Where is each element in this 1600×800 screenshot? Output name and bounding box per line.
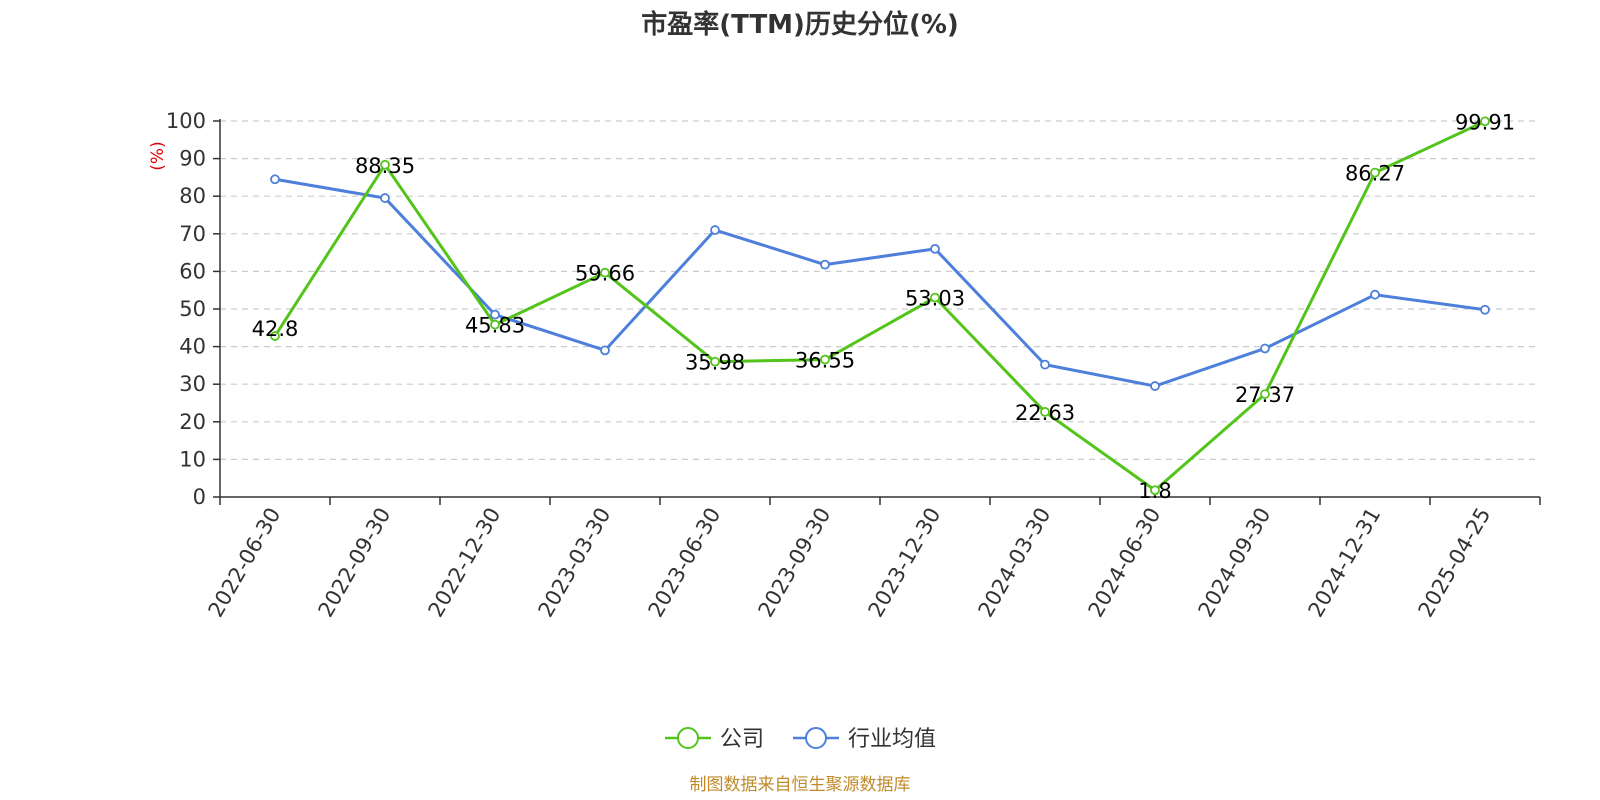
- x-tick-labels: 2022-06-30 2022-09-30 2022-12-30 2023-03-30…: [204, 504, 1496, 622]
- y-tick-label: 70: [179, 222, 206, 246]
- y-tick-label: 50: [179, 297, 206, 321]
- x-tick-label: 2023-03-30: [534, 504, 616, 622]
- gridlines: [220, 120, 1540, 460]
- data-label: 22.63: [1015, 401, 1075, 425]
- data-point: [600, 345, 610, 356]
- y-tick-label: 40: [179, 335, 206, 359]
- x-tick-label: 2024-12-31: [1304, 504, 1386, 622]
- x-tick-label: 2022-09-30: [314, 504, 396, 622]
- legend-item-1[interactable]: 行业均值: [793, 727, 936, 752]
- y-tick-label: 60: [179, 259, 206, 283]
- data-point: [270, 174, 280, 185]
- data-label: 42.8: [252, 317, 299, 341]
- data-point: [380, 159, 390, 170]
- legend-label: 行业均值: [848, 727, 936, 752]
- axes: [213, 119, 1541, 505]
- y-tick-label: 80: [179, 184, 206, 208]
- x-tick-label: 2024-06-30: [1084, 504, 1166, 622]
- data-label: 88.35: [355, 154, 415, 178]
- y-axis-label: (%): [148, 141, 168, 170]
- data-point: [1370, 289, 1380, 300]
- x-tick-label: 2024-09-30: [1194, 504, 1276, 622]
- legend-marker-icon: [805, 727, 827, 749]
- source-note: 制图数据来自恒生聚源数据库: [690, 775, 911, 795]
- y-tick-label: 10: [179, 447, 206, 471]
- data-point: [820, 259, 830, 270]
- data-label: 99.91: [1455, 110, 1515, 134]
- x-tick-label: 2022-06-30: [204, 504, 286, 622]
- data-label: 45.83: [465, 314, 525, 338]
- legend-label: 公司: [720, 727, 764, 752]
- y-tick-label: 20: [179, 410, 206, 434]
- y-tick-label: 30: [179, 372, 206, 396]
- data-label: 1.8: [1138, 479, 1171, 503]
- data-point: [380, 193, 390, 203]
- legend-item-0[interactable]: 公司: [665, 727, 764, 752]
- data-point: [710, 225, 720, 235]
- data-point: [1040, 407, 1050, 417]
- series-layer: [270, 116, 1490, 496]
- x-tick-label: 2024-03-30: [974, 504, 1056, 622]
- data-labels: 42.8 88.35 45.83 59.66 35.98 36.55 53.03 22.63 1…: [252, 110, 1515, 503]
- legend[interactable]: 公司 行业均值: [665, 727, 936, 752]
- legend-marker-icon: [677, 727, 699, 749]
- x-tick-label: 2025-04-25: [1414, 504, 1496, 622]
- y-tick-label: 0: [193, 485, 206, 509]
- data-point: [1370, 167, 1380, 178]
- data-point: [270, 331, 280, 341]
- data-point: [490, 319, 500, 330]
- data-point: [710, 356, 720, 367]
- data-label: 86.27: [1345, 162, 1405, 186]
- data-point: [1260, 343, 1270, 354]
- data-label: 27.37: [1235, 383, 1295, 407]
- data-point: [820, 354, 830, 365]
- data-label: 53.03: [905, 287, 965, 311]
- y-tick-label: 90: [179, 147, 206, 171]
- data-point: [930, 243, 940, 254]
- x-tick-label: 2023-06-30: [644, 504, 726, 622]
- data-point: [600, 267, 610, 278]
- x-tick-label: 2022-12-30: [424, 504, 506, 622]
- data-point: [930, 292, 940, 303]
- y-tick-labels: 0 10 20 30 40 50 60 70 80 90 100: [166, 109, 206, 509]
- x-tick-label: 2023-09-30: [754, 504, 836, 622]
- data-point: [1480, 116, 1490, 127]
- data-label: 59.66: [575, 262, 635, 286]
- data-point: [1480, 304, 1490, 315]
- data-label: 36.55: [795, 349, 855, 373]
- data-point: [1260, 389, 1270, 399]
- series-line-1: [274, 177, 1486, 388]
- series-line-0: [273, 119, 1486, 492]
- y-tick-label: 100: [166, 109, 206, 133]
- data-label: 35.98: [685, 351, 745, 375]
- x-tick-label: 2023-12-30: [864, 504, 946, 622]
- data-point: [1150, 485, 1160, 496]
- data-point: [1040, 359, 1050, 370]
- data-point: [490, 309, 500, 320]
- data-point: [1150, 381, 1160, 391]
- chart-title: 市盈率(TTM)历史分位(%): [641, 9, 959, 40]
